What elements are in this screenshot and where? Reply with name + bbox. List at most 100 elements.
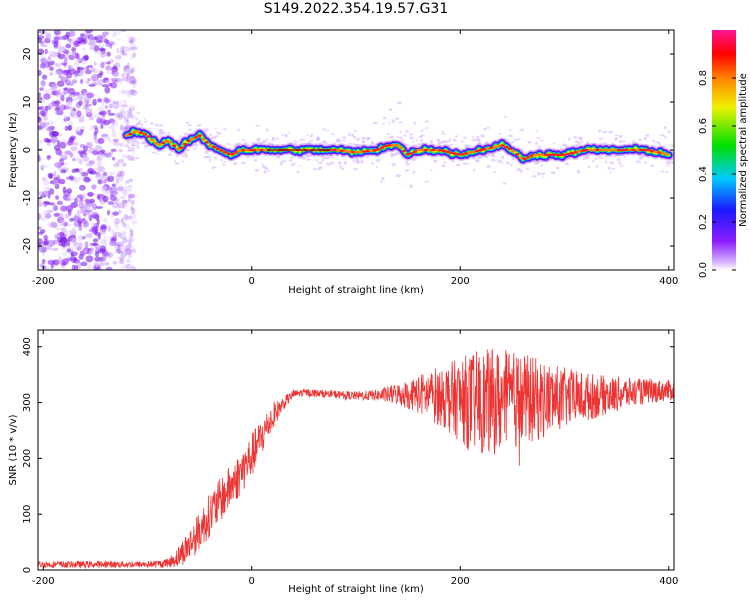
ridge-peak bbox=[372, 148, 377, 152]
ridge-peak bbox=[168, 141, 173, 144]
scatter-speckle bbox=[193, 143, 199, 147]
noise-speckle bbox=[130, 88, 135, 94]
noise-speckle bbox=[55, 226, 61, 231]
ridge-peak bbox=[653, 150, 658, 154]
scatter-speckle bbox=[619, 164, 624, 167]
scatter-speckle bbox=[327, 163, 332, 166]
scatter-speckle bbox=[487, 154, 491, 157]
noise-speckle bbox=[78, 100, 83, 106]
scatter-speckle bbox=[211, 136, 216, 140]
ridge-peak bbox=[259, 148, 264, 152]
noise-speckle bbox=[85, 233, 93, 239]
noise-speckle bbox=[88, 116, 94, 121]
noise-speckle bbox=[83, 176, 91, 183]
noise-speckle bbox=[117, 244, 121, 251]
noise-speckle bbox=[57, 88, 62, 96]
scatter-speckle bbox=[448, 138, 452, 142]
noise-speckle bbox=[41, 258, 46, 264]
noise-speckle bbox=[126, 78, 131, 83]
scatter-speckle bbox=[655, 141, 659, 143]
scatter-speckle bbox=[156, 152, 159, 155]
noise-speckle bbox=[132, 84, 137, 89]
scatter-speckle bbox=[372, 121, 378, 125]
ridge-peak bbox=[398, 146, 403, 149]
noise-speckle bbox=[119, 50, 126, 56]
scatter-speckle bbox=[336, 139, 340, 143]
noise-speckle bbox=[82, 105, 89, 110]
noise-speckle bbox=[114, 73, 121, 79]
noise-speckle bbox=[87, 93, 94, 98]
noise-speckle bbox=[99, 153, 105, 159]
noise-speckle bbox=[114, 62, 121, 68]
spectrogram-ticks: -200 0 200 400 -20 -10 0 10 20 bbox=[22, 30, 678, 287]
scatter-speckle bbox=[306, 158, 312, 161]
ridge-peak bbox=[493, 145, 498, 149]
noise-speckle bbox=[120, 89, 128, 95]
noise-speckle bbox=[71, 264, 76, 270]
noise-speckle bbox=[59, 36, 67, 41]
ridge-peak bbox=[507, 147, 512, 151]
noise-speckle bbox=[121, 52, 128, 57]
scatter-speckle bbox=[429, 139, 433, 144]
ridge-peak bbox=[157, 143, 162, 146]
noise-speckle bbox=[126, 92, 134, 98]
scatter-speckle bbox=[399, 136, 403, 140]
ridge-peak bbox=[449, 151, 454, 155]
ridge-peak bbox=[150, 138, 155, 142]
scatter-speckle bbox=[318, 161, 323, 165]
scatter-speckle bbox=[264, 167, 269, 170]
scatter-speckle bbox=[334, 142, 337, 144]
noise-speckle bbox=[53, 213, 58, 218]
scatter-speckle bbox=[616, 157, 621, 162]
scatter-speckle bbox=[520, 128, 524, 132]
noise-speckle bbox=[116, 243, 124, 247]
scatter-speckle bbox=[516, 167, 521, 172]
scatter-speckle bbox=[371, 142, 374, 145]
scatter-speckle bbox=[631, 140, 636, 143]
noise-speckle bbox=[93, 45, 100, 52]
ridge-peak bbox=[646, 148, 651, 152]
noise-speckle bbox=[122, 199, 128, 205]
scatter-speckle bbox=[510, 141, 515, 144]
noise-speckle bbox=[119, 196, 126, 199]
noise-speckle bbox=[96, 194, 101, 200]
noise-speckle bbox=[50, 131, 59, 137]
ridge-peak bbox=[204, 141, 210, 144]
noise-speckle bbox=[104, 98, 111, 104]
ridge-peak bbox=[405, 153, 410, 156]
scatter-speckle bbox=[342, 139, 347, 142]
noise-speckle bbox=[126, 89, 135, 96]
scatter-speckle bbox=[375, 166, 379, 169]
ridge-peak bbox=[441, 149, 447, 153]
scatter-speckle bbox=[271, 136, 276, 140]
noise-speckle bbox=[53, 170, 57, 177]
noise-speckle bbox=[126, 72, 131, 77]
noise-speckle bbox=[127, 154, 131, 161]
scatter-speckle bbox=[404, 160, 409, 163]
noise-speckle bbox=[53, 41, 58, 48]
noise-speckle bbox=[106, 61, 111, 65]
scatter-speckle bbox=[261, 163, 264, 166]
noise-speckle bbox=[120, 217, 124, 224]
noise-speckle bbox=[47, 139, 52, 143]
scatter-speckle bbox=[338, 161, 342, 165]
noise-speckle bbox=[62, 251, 68, 256]
noise-speckle bbox=[38, 263, 41, 268]
scatter-speckle bbox=[356, 161, 360, 164]
scatter-speckle bbox=[320, 165, 323, 169]
ridge-peak bbox=[624, 148, 629, 152]
scatter-speckle bbox=[141, 141, 146, 145]
scatter-speckle bbox=[360, 159, 364, 163]
noise-speckle bbox=[123, 186, 130, 192]
noise-speckle bbox=[130, 199, 135, 206]
noise-speckle bbox=[102, 119, 111, 126]
scatter-speckle bbox=[609, 171, 612, 174]
noise-speckle bbox=[85, 80, 90, 84]
noise-speckle bbox=[119, 78, 123, 85]
noise-speckle bbox=[84, 241, 89, 249]
noise-speckle bbox=[68, 137, 75, 142]
noise-speckle bbox=[127, 197, 131, 202]
scatter-speckle bbox=[537, 171, 541, 176]
noise-speckle bbox=[73, 72, 79, 77]
ridge-peak bbox=[354, 151, 359, 154]
